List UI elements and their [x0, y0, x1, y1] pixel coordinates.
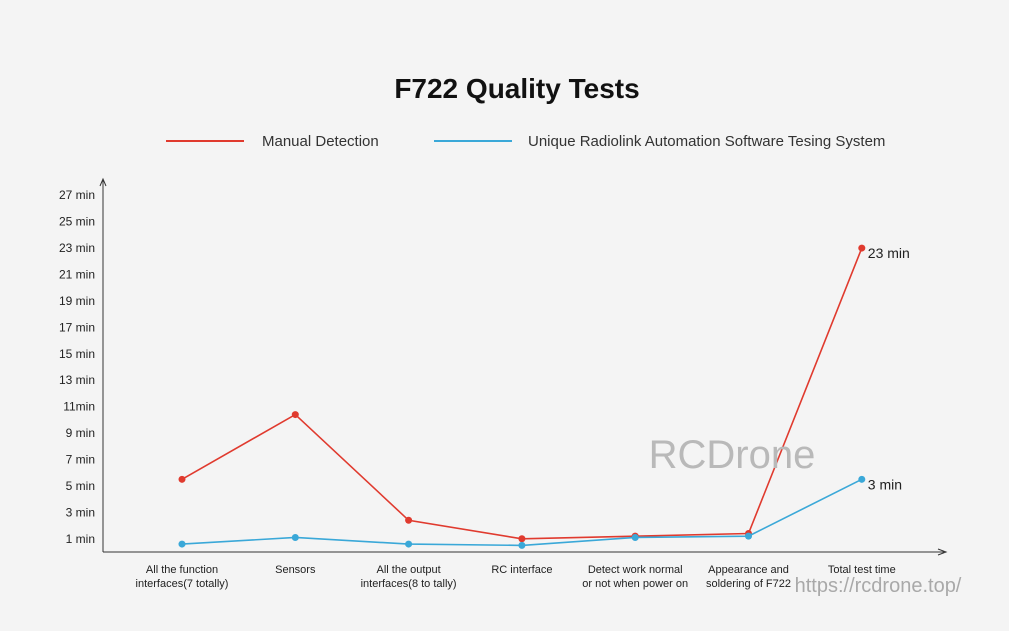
data-point: [405, 516, 413, 524]
y-tick-label: 27 min: [59, 188, 95, 202]
x-categories: All the function interfaces(7 totally) Sen…: [136, 564, 896, 590]
data-point: [745, 532, 752, 540]
y-ticks: 1 min 3 min 5 min 7 min 9 min 11min 13 min 15 m…: [59, 188, 95, 546]
series-end-label: 3 min: [868, 476, 902, 492]
data-point: [858, 244, 866, 252]
x-category-label: All the function interfaces(7 totally): [136, 564, 229, 590]
data-point: [518, 541, 526, 549]
x-category-label: RC interface: [491, 564, 552, 576]
data-point: [405, 540, 413, 548]
y-tick-label: 7 min: [66, 453, 95, 467]
y-tick-label: 11min: [63, 400, 95, 414]
legend: Manual Detection Unique Radiolink Automa…: [166, 133, 885, 150]
series-end-label: 23 min: [868, 245, 910, 261]
x-category-label: Detect work normal or not when power on: [582, 564, 688, 590]
series-layer: 23 min 3 min: [178, 244, 910, 549]
chart-title: F722 Quality Tests: [394, 73, 639, 104]
y-axis-arrow: [99, 177, 107, 187]
y-tick-label: 1 min: [66, 532, 95, 546]
series-line-0: [181, 247, 863, 540]
y-tick-label: 19 min: [59, 294, 95, 308]
data-point: [858, 475, 866, 483]
y-tick-label: 9 min: [66, 426, 95, 440]
x-axis-arrow: [937, 548, 948, 556]
y-tick-label: 25 min: [59, 215, 95, 229]
y-tick-label: 21 min: [59, 268, 95, 282]
x-category-label: Appearance and soldering of F722: [706, 564, 791, 590]
data-point: [178, 475, 186, 483]
data-point: [291, 533, 299, 541]
data-point: [178, 540, 186, 548]
y-tick-label: 3 min: [66, 505, 95, 519]
source-url: https://rcdrone.top/: [795, 575, 962, 597]
x-category-label: All the output interfaces(8 to tally): [361, 564, 457, 590]
axes: [99, 177, 948, 556]
watermark: RCDrone: [649, 433, 816, 477]
y-tick-label: 13 min: [59, 373, 95, 387]
y-tick-label: 17 min: [59, 320, 95, 334]
y-tick-label: 5 min: [66, 479, 95, 493]
y-tick-label: 23 min: [59, 241, 95, 255]
legend-label-manual: Manual Detection: [262, 133, 379, 150]
data-point: [518, 535, 526, 543]
data-point: [631, 533, 639, 541]
legend-label-automation: Unique Radiolink Automation Software Tes…: [528, 133, 885, 150]
y-tick-label: 15 min: [59, 347, 95, 361]
data-point: [291, 411, 299, 419]
x-category-label: Total test time: [828, 564, 896, 576]
x-category-label: Sensors: [275, 564, 316, 576]
